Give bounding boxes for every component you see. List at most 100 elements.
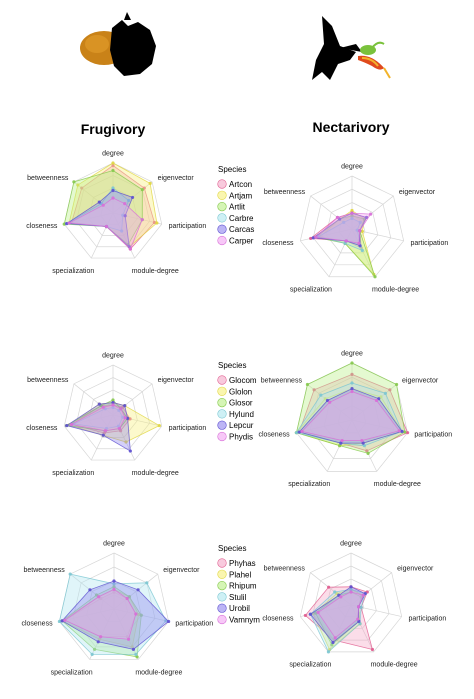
series-point-3 [343,241,347,245]
axis-label-betweenness: betweenness [27,377,69,384]
series-point-1 [323,397,327,401]
series-point-3 [360,248,364,253]
series-point-2 [338,444,342,448]
axis-spoke [112,414,136,461]
axis-label-module-degree: module-degree [371,662,418,669]
series-point-4 [97,402,101,406]
series-point-4 [123,214,127,218]
axis-label-degree: degree [341,351,363,358]
legend-label: Carper [229,237,254,246]
series-point-4 [128,449,132,453]
series-point-5 [140,218,144,222]
series-point-1 [379,395,383,399]
series-point-3 [90,652,94,657]
series-point-4 [377,397,381,401]
series-point-5 [67,221,71,225]
series-point-3 [349,587,353,592]
axis-label-degree: degree [102,353,124,360]
series-point-3 [355,228,359,232]
legend-swatch [217,409,227,419]
legend-label: Artjam [229,191,252,200]
series-area-4 [61,580,170,650]
series-point-5 [300,429,304,434]
legend-swatch [217,235,227,246]
legend-title: Species [218,361,246,370]
grid-ring [299,175,405,278]
legend-label: Glosor [229,399,253,408]
series-point-0 [128,417,132,421]
axis-label-module-degree: module-degree [132,470,179,477]
axis-label-closeness: closeness [258,432,290,439]
axis-label-eigenvector: eigenvector [399,189,436,196]
axis-label-specialization: specialization [290,287,332,294]
series-area-5 [301,391,400,441]
grid-ring [312,188,392,266]
series-point-2 [350,214,354,218]
series-point-0 [125,635,129,639]
series-point-5 [117,426,122,431]
axis-label-degree: degree [341,164,363,171]
series-point-0 [312,388,316,392]
series-point-5 [333,636,337,640]
axis-label-participation: participation [410,240,448,247]
series-area-4 [312,212,368,247]
legend-swatch [217,386,227,396]
legend-label: Glolon [229,387,252,396]
legend-label: Glocom [229,376,257,385]
series-point-2 [350,361,354,365]
grid-ring [325,202,379,254]
legend-swatch [217,375,227,385]
series-point-2 [394,382,399,387]
series-point-5 [128,247,132,251]
series-area-3 [295,382,403,447]
series-area-5 [67,197,143,250]
radar-chart-frugivory-3: degree eigenvector participation module-deg… [21,541,260,677]
legend-swatch [217,179,227,189]
axis-label-degree: degree [103,541,125,548]
series-point-3 [362,444,366,448]
legend-label: Carbre [229,214,254,223]
series-point-0 [80,186,84,190]
axis-label-betweenness: betweenness [23,567,65,574]
series-point-5 [357,241,361,245]
series-point-5 [340,438,344,443]
grid-ring [323,391,381,447]
series-point-2 [135,655,139,659]
series-point-4 [166,619,171,624]
axis-spoke [351,228,376,277]
axis-label-betweenness: betweenness [261,378,303,385]
axis-label-eigenvector: eigenvector [158,377,195,384]
series-point-5 [63,618,67,622]
legend-title: Species [218,165,246,174]
series-point-5 [335,215,340,220]
axis-label-betweenness: betweenness [27,175,69,182]
series-point-5 [69,422,74,427]
legend-swatch [217,569,227,579]
legend-swatch [217,398,227,408]
series-point-5 [369,212,373,216]
series-point-5 [397,429,401,433]
axis-spoke [90,212,114,259]
axis-spoke [69,573,115,610]
series-point-1 [97,637,102,641]
series-point-1 [130,645,134,649]
grid-ring [88,389,138,438]
series-point-5 [328,400,332,404]
legend-swatch [217,592,227,602]
axis-label-betweenness: betweenness [264,566,306,573]
series-point-0 [405,431,410,435]
legend-swatch [217,190,227,200]
series-point-5 [350,211,354,215]
axis-label-specialization: specialization [288,481,330,488]
grid-ring [72,566,156,648]
axis-label-eigenvector: eigenvector [158,175,195,182]
series-point-3 [383,391,388,395]
axis-spoke [350,572,392,606]
legend-swatch [217,603,227,613]
axis-label-participation: participation [169,223,207,230]
series-point-4 [349,585,353,589]
axis-label-module-degree: module-degree [374,481,421,488]
legend-swatch [217,558,227,568]
legend-label: Vamnym [229,616,260,625]
series-point-3 [358,220,362,224]
